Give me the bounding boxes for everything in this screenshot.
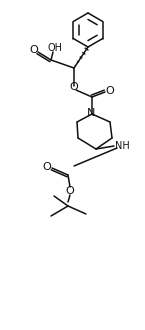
- Text: N: N: [87, 108, 95, 118]
- Text: O: O: [66, 186, 74, 196]
- Text: O: O: [70, 82, 78, 92]
- Text: O: O: [43, 162, 51, 172]
- Text: O: O: [106, 86, 114, 96]
- Text: NH: NH: [115, 141, 129, 151]
- Text: O: O: [30, 45, 38, 55]
- Text: OH: OH: [48, 43, 62, 53]
